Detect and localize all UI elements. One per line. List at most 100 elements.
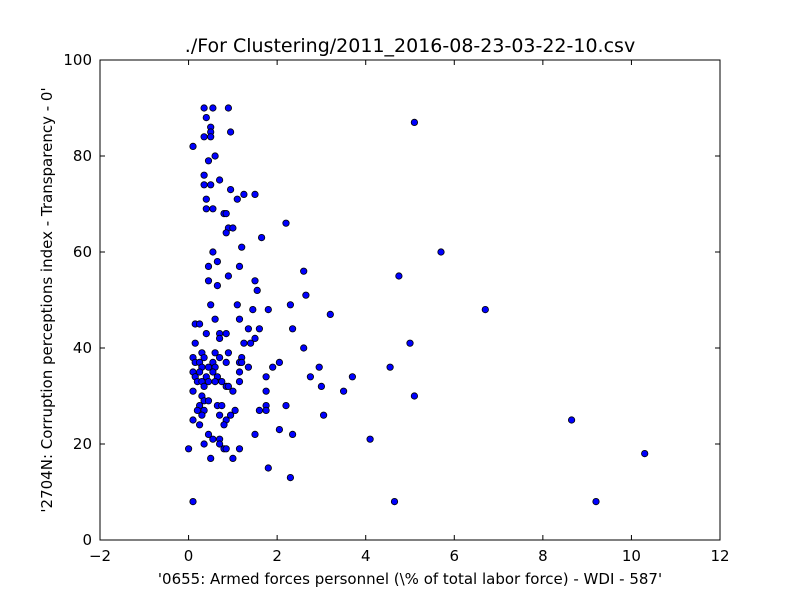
data-point xyxy=(202,329,210,338)
data-point xyxy=(204,157,213,165)
data-point xyxy=(207,301,215,309)
data-point xyxy=(395,272,403,280)
data-point xyxy=(235,377,244,386)
data-point xyxy=(251,334,259,342)
data-point xyxy=(202,195,210,203)
data-point xyxy=(207,181,215,189)
chart-title: ./For Clustering/2011_2016-08-23-03-22-1… xyxy=(185,35,635,57)
data-point xyxy=(200,353,208,362)
data-point xyxy=(222,329,230,338)
data-point xyxy=(244,325,252,333)
x-tick-label: 8 xyxy=(538,547,548,565)
data-point xyxy=(255,406,263,414)
data-point xyxy=(264,305,272,314)
data-point xyxy=(235,445,244,453)
data-point xyxy=(200,181,208,189)
data-point xyxy=(275,425,283,434)
data-point xyxy=(204,262,213,270)
data-point xyxy=(238,358,246,366)
data-point xyxy=(567,416,576,424)
data-point xyxy=(348,373,356,381)
data-point xyxy=(275,358,283,366)
data-point xyxy=(220,421,228,429)
y-tick-label: 80 xyxy=(73,147,92,165)
x-tick-label: 12 xyxy=(710,547,729,565)
x-tick-label: 10 xyxy=(622,547,641,565)
y-tick-label: 20 xyxy=(73,435,92,453)
data-point xyxy=(592,497,600,506)
data-point xyxy=(216,353,224,362)
data-point xyxy=(315,363,323,371)
data-point xyxy=(209,205,217,213)
data-point xyxy=(209,104,217,112)
data-point xyxy=(288,325,297,333)
data-point xyxy=(240,190,248,198)
data-point xyxy=(339,387,348,395)
data-point xyxy=(202,114,210,122)
data-point xyxy=(255,325,263,333)
data-point xyxy=(224,272,232,280)
data-point xyxy=(198,411,206,419)
plot-area xyxy=(100,60,720,540)
data-point xyxy=(189,142,197,150)
data-point xyxy=(390,497,399,506)
data-point xyxy=(200,133,208,141)
data-point xyxy=(269,363,277,371)
data-point xyxy=(227,128,235,136)
data-point xyxy=(235,262,244,270)
data-point xyxy=(227,411,235,419)
data-point xyxy=(300,344,308,352)
data-point xyxy=(406,339,414,347)
data-point xyxy=(211,377,219,386)
data-point xyxy=(200,382,208,390)
data-point xyxy=(437,248,445,256)
data-point xyxy=(204,277,213,285)
data-point xyxy=(196,368,204,376)
y-tick-label: 60 xyxy=(73,243,92,261)
data-point xyxy=(366,435,374,443)
data-point xyxy=(213,257,221,266)
data-point xyxy=(229,224,237,232)
data-point xyxy=(251,190,259,198)
data-point xyxy=(317,382,325,390)
data-point xyxy=(200,171,208,179)
data-point xyxy=(235,368,244,376)
data-point xyxy=(286,473,294,482)
y-axis-label: '2704N: Corruption perceptions index - T… xyxy=(38,87,56,512)
data-point xyxy=(200,104,208,112)
data-point xyxy=(251,277,259,285)
x-axis-label: '0655: Armed forces personnel (\% of tot… xyxy=(158,570,662,588)
x-tick-label: 4 xyxy=(361,547,371,565)
data-point xyxy=(247,339,255,347)
data-point xyxy=(189,387,197,395)
data-point xyxy=(262,387,270,395)
y-tick-label: 100 xyxy=(63,51,92,69)
data-point xyxy=(410,118,418,127)
data-point xyxy=(191,339,199,347)
data-point xyxy=(209,248,217,256)
data-point xyxy=(481,305,489,314)
data-point xyxy=(319,411,328,419)
data-point xyxy=(233,195,241,203)
data-point xyxy=(251,430,259,438)
y-tick-label: 0 xyxy=(82,531,92,549)
data-point xyxy=(224,104,232,112)
data-point xyxy=(326,310,334,318)
x-tick-label: 0 xyxy=(184,547,194,565)
data-point xyxy=(300,267,308,275)
data-point xyxy=(641,449,649,458)
data-point xyxy=(193,406,201,414)
x-tick-label: 2 xyxy=(272,547,282,565)
data-point xyxy=(209,368,217,376)
data-point xyxy=(264,464,272,472)
data-point xyxy=(189,497,197,506)
data-point xyxy=(262,373,270,381)
data-point xyxy=(235,315,244,323)
data-point xyxy=(231,406,239,414)
x-tick-label: −2 xyxy=(89,547,111,565)
data-point xyxy=(227,186,235,194)
data-point xyxy=(286,301,294,309)
data-point xyxy=(207,454,215,462)
